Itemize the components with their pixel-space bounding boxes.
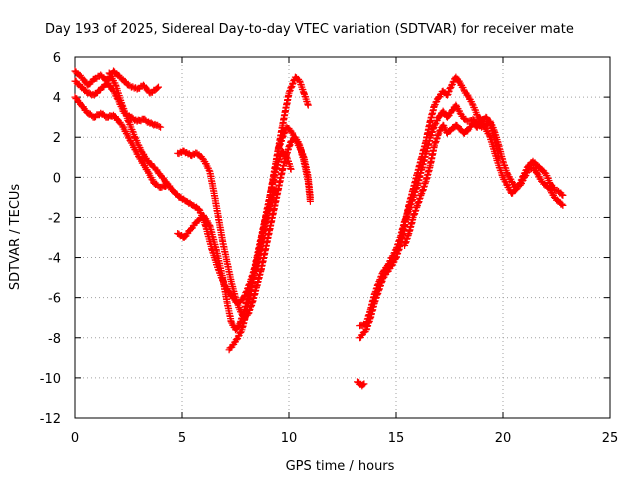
series-markers-track-c	[71, 93, 171, 191]
chart-title: Day 193 of 2025, Sidereal Day-to-day VTE…	[45, 22, 574, 37]
y-tick-label: -10	[40, 372, 61, 387]
y-tick-label: 6	[53, 51, 61, 66]
y-tick-label: -4	[48, 252, 61, 267]
x-tick-label: 20	[495, 431, 512, 446]
series-markers-track-h	[274, 123, 314, 201]
y-tick-label: 4	[53, 91, 61, 106]
plot-area-frame	[74, 56, 611, 419]
x-tick-label: 25	[602, 431, 619, 446]
x-axis-label: GPS time / hours	[286, 459, 395, 474]
y-tick-label: -6	[48, 292, 61, 307]
y-tick-label: -2	[48, 211, 61, 226]
y-tick-label: -8	[48, 332, 61, 347]
series-track-h	[274, 123, 314, 201]
series-markers-track-k	[356, 101, 567, 330]
series-track-k	[356, 101, 567, 330]
series-track-i	[354, 378, 368, 390]
series-markers-track-l	[401, 113, 503, 249]
data-series	[71, 67, 567, 390]
y-tick-label: 2	[53, 131, 61, 146]
axis-ticks: 0 5 10 15 20 25 -12 -10 -8 -6 -4 -2 0 2 4 6	[40, 51, 619, 446]
series-markers-track-f	[174, 147, 295, 334]
y-tick-label: -12	[40, 412, 61, 427]
x-tick-label: 0	[71, 431, 79, 446]
series-track-l	[401, 113, 503, 249]
series-track-c	[71, 93, 171, 191]
series-markers-track-i	[354, 378, 368, 390]
x-tick-label: 5	[178, 431, 186, 446]
series-track-g	[225, 185, 280, 354]
grid	[75, 57, 610, 418]
y-tick-label: 0	[53, 171, 61, 186]
x-tick-label: 15	[388, 431, 405, 446]
series-track-f	[174, 147, 295, 334]
y-axis-label: SDTVAR / TECUs	[8, 184, 23, 291]
x-tick-label: 10	[281, 431, 298, 446]
series-markers-track-g	[225, 185, 280, 354]
